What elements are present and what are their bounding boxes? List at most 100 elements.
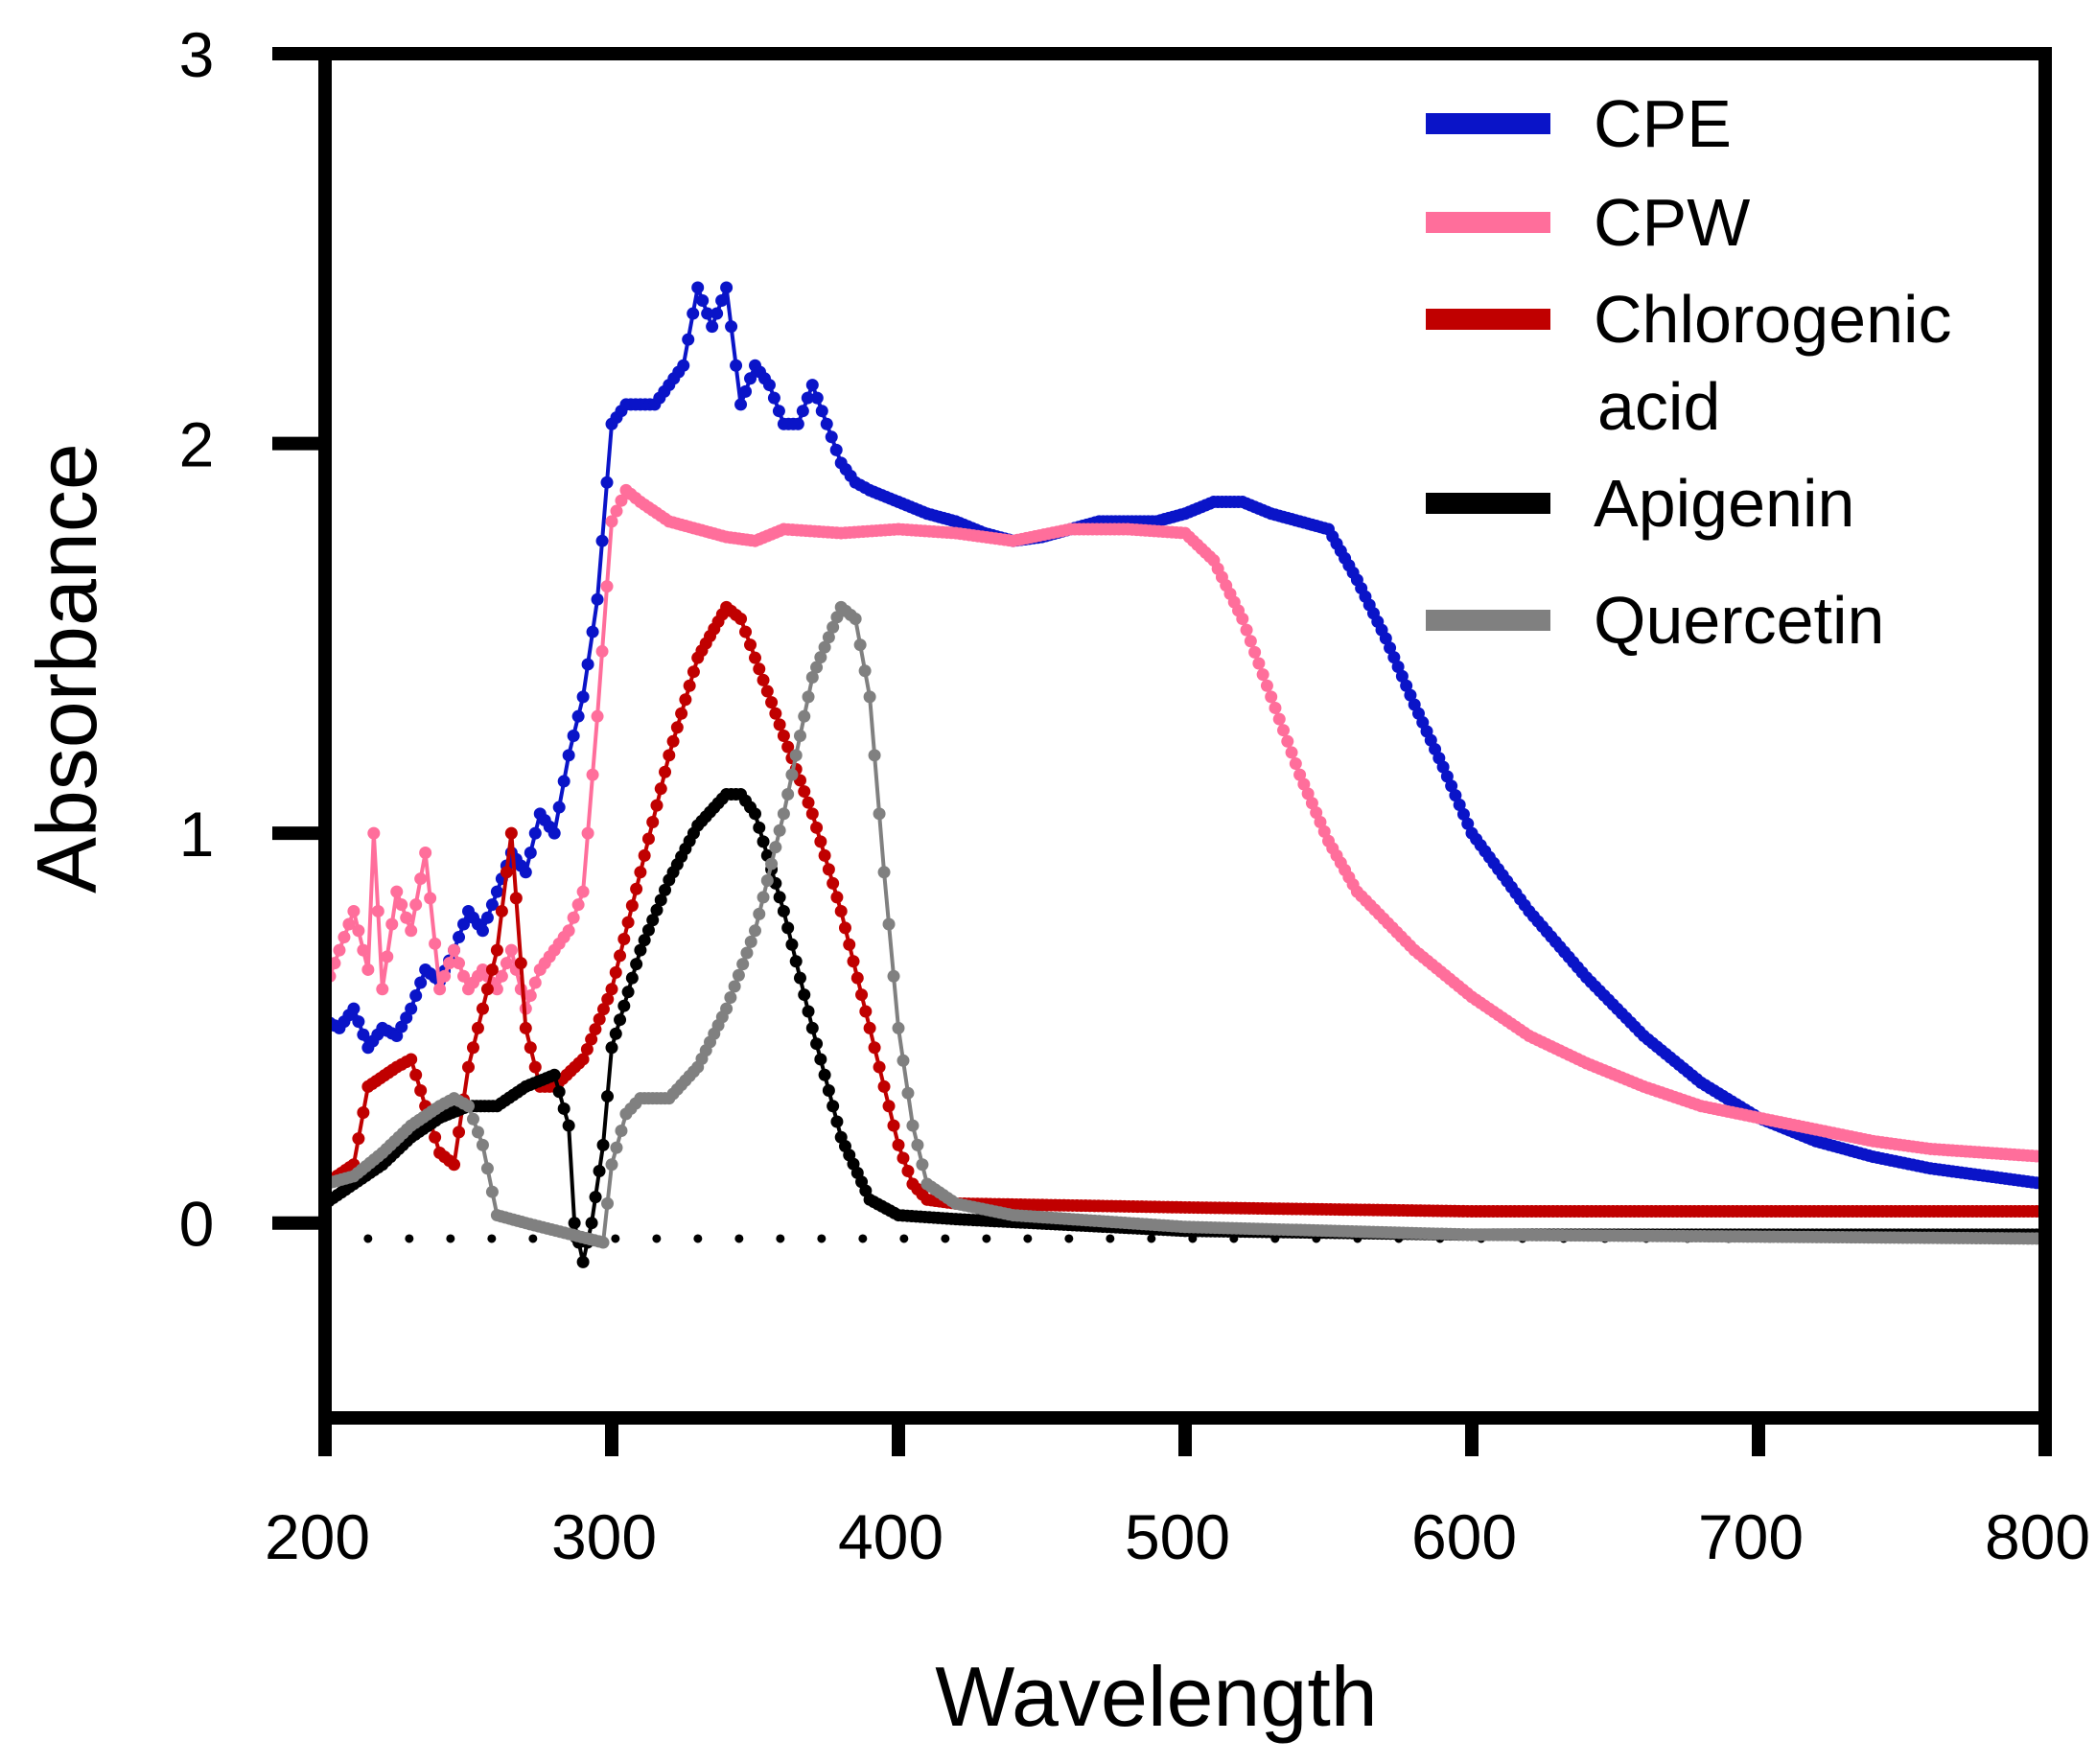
data-point: [1384, 641, 1397, 655]
data-point: [519, 1021, 532, 1034]
data-point: [744, 638, 757, 652]
data-point: [585, 1033, 598, 1046]
data-point: [732, 968, 745, 982]
x-tick-label: 500: [1125, 1501, 1230, 1572]
data-point: [805, 807, 819, 821]
data-point: [730, 359, 743, 372]
data-point: [654, 782, 667, 796]
data-point: [557, 775, 571, 788]
data-point: [609, 1027, 622, 1040]
data-point: [829, 443, 843, 456]
data-point: [834, 904, 848, 917]
data-point: [687, 665, 700, 679]
data-point: [1265, 690, 1278, 704]
data-point: [596, 1138, 610, 1151]
data-point: [466, 1041, 479, 1055]
data-point: [785, 938, 799, 951]
data-point: [906, 1119, 920, 1132]
data-point: [409, 989, 423, 1003]
data-point: [810, 661, 824, 674]
data-point: [361, 963, 375, 976]
data-point: [1461, 817, 1475, 830]
legend-label: Chlorogenic: [1594, 282, 1952, 357]
data-point: [576, 690, 590, 704]
data-point: [798, 988, 811, 1002]
data-point: [562, 749, 575, 762]
data-point: [581, 658, 594, 671]
data-point: [593, 1012, 606, 1026]
data-point: [1445, 779, 1458, 793]
data-point: [789, 749, 803, 762]
data-point: [414, 1083, 428, 1097]
data-point: [818, 1068, 831, 1081]
data-point: [547, 826, 561, 840]
data-point: [591, 592, 604, 606]
data-point: [877, 1079, 891, 1093]
legend-item-cpw: CPW: [1426, 185, 1750, 260]
data-point: [1285, 746, 1298, 759]
data-point: [601, 1196, 615, 1210]
data-point: [528, 976, 542, 989]
data-point: [858, 664, 872, 678]
data-point: [490, 885, 503, 898]
data-point: [777, 807, 790, 821]
data-point: [589, 1191, 602, 1204]
data-point: [814, 1053, 827, 1066]
data-point: [696, 293, 710, 307]
data-point: [789, 955, 803, 968]
data-point: [376, 983, 389, 996]
data-point: [798, 785, 811, 799]
data-point: [897, 1054, 910, 1067]
data-point: [414, 976, 428, 989]
data-point: [1317, 824, 1331, 838]
data-point: [838, 921, 851, 935]
data-point: [757, 891, 770, 904]
data-point: [567, 730, 580, 742]
data-point: [485, 1185, 499, 1198]
series-apigenin: [318, 787, 2052, 1268]
data-point: [1456, 807, 1470, 821]
legend-item-chlorogenic: Chlorogenic acid: [1426, 282, 1952, 444]
x-axis-title: Wavelength: [935, 1649, 1377, 1744]
data-point: [352, 1015, 365, 1029]
data-point: [859, 1005, 873, 1018]
data-point: [528, 826, 542, 840]
data-point: [576, 885, 590, 898]
data-point: [814, 835, 827, 848]
data-point: [785, 768, 799, 781]
data-point: [552, 801, 566, 814]
data-point: [892, 1021, 905, 1034]
data-point: [596, 1236, 610, 1249]
y-tick-label: 1: [179, 799, 215, 870]
data-point: [911, 1138, 924, 1151]
data-point: [897, 1151, 910, 1165]
data-point: [615, 1124, 628, 1137]
data-point: [1289, 757, 1302, 771]
data-point: [827, 876, 840, 890]
data-point: [347, 1002, 361, 1015]
data-point: [773, 718, 786, 731]
data-point: [777, 730, 790, 742]
data-point: [1391, 660, 1405, 673]
legend-item-quercetin: Quercetin: [1426, 583, 1884, 658]
data-point: [462, 1060, 475, 1074]
series-quercetin: [318, 600, 2052, 1249]
data-point: [810, 821, 824, 834]
y-tick-label: 0: [179, 1189, 215, 1260]
data-point: [605, 515, 618, 528]
data-point: [357, 1028, 370, 1041]
data-point: [773, 891, 786, 904]
data-point: [753, 907, 766, 920]
data-point: [650, 903, 664, 917]
data-point: [728, 980, 741, 993]
data-point: [720, 1002, 734, 1015]
data-point: [504, 826, 518, 840]
data-point: [773, 824, 786, 837]
data-point: [605, 1158, 618, 1172]
data-point: [405, 924, 418, 938]
data-point: [740, 946, 754, 960]
data-point: [1293, 768, 1307, 781]
data-point: [485, 898, 499, 912]
x-tick-label: 600: [1411, 1501, 1517, 1572]
data-point: [1244, 635, 1257, 648]
